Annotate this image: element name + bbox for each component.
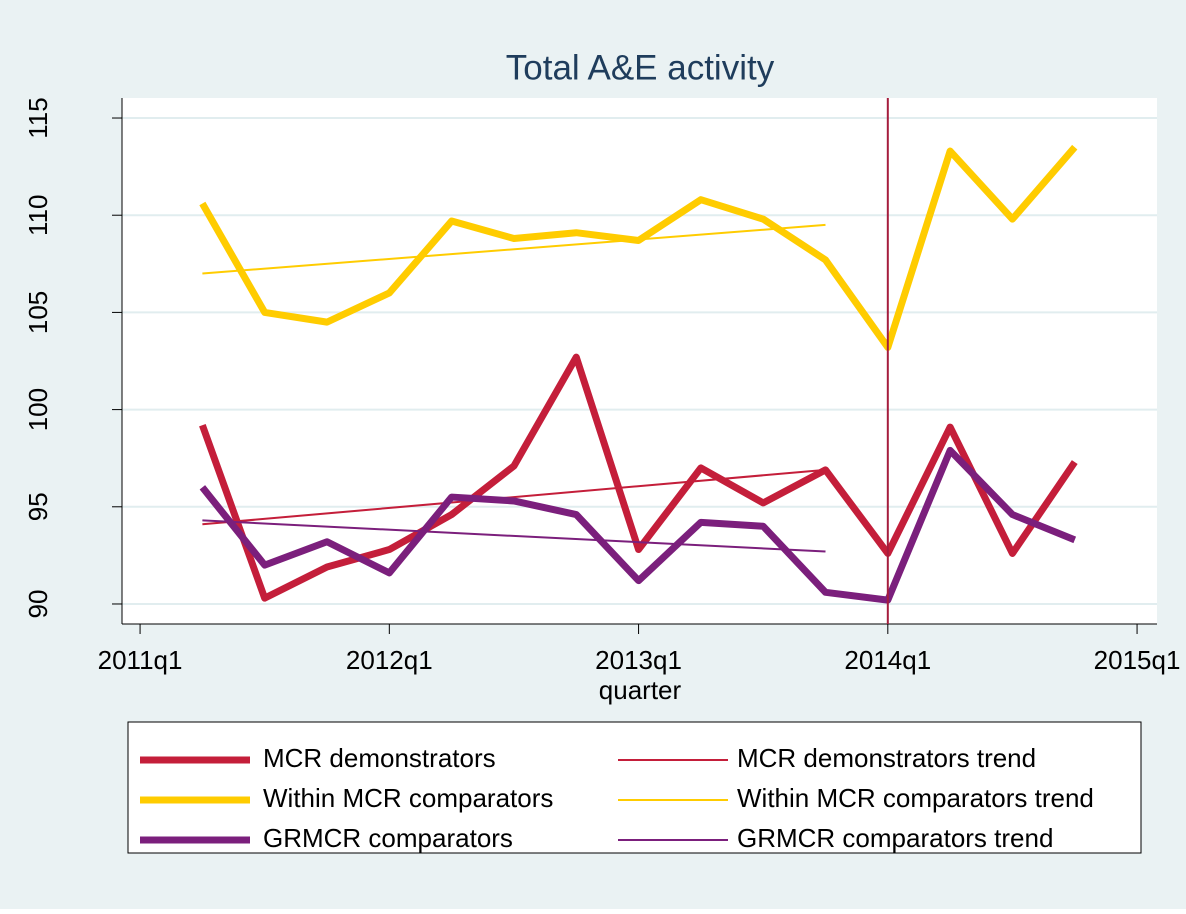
trend-line xyxy=(202,223,826,275)
y-tick-label: 100 xyxy=(23,388,53,431)
chart-title: Total A&E activity xyxy=(506,48,775,87)
series-line xyxy=(199,446,1077,604)
y-tick-label: 115 xyxy=(23,97,53,138)
legend-label: GRMCR comparators trend xyxy=(737,823,1053,853)
legend-label: GRMCR comparators xyxy=(263,823,513,853)
y-tick-label: 95 xyxy=(23,492,53,521)
legend-label: MCR demonstrators xyxy=(263,743,496,773)
y-tick-label: 110 xyxy=(23,194,53,235)
x-tick-label: 2012q1 xyxy=(346,645,433,675)
x-tick-label: 2013q1 xyxy=(595,645,682,675)
x-axis-title: quarter xyxy=(599,675,682,705)
legend-box xyxy=(127,721,1142,854)
trend-line xyxy=(202,519,826,553)
legend-label: Within MCR comparators trend xyxy=(737,783,1094,813)
legend-label: MCR demonstrators trend xyxy=(737,743,1036,773)
x-tick-label: 2011q1 xyxy=(98,645,183,675)
legend-label: Within MCR comparators xyxy=(263,783,553,813)
y-tick-label: 105 xyxy=(23,291,53,334)
y-tick-label: 90 xyxy=(23,590,53,619)
x-tick-label: 2015q1 xyxy=(1094,645,1181,675)
series-line xyxy=(199,353,1078,602)
x-tick-label: 2014q1 xyxy=(844,645,931,675)
trend-line xyxy=(202,468,826,526)
